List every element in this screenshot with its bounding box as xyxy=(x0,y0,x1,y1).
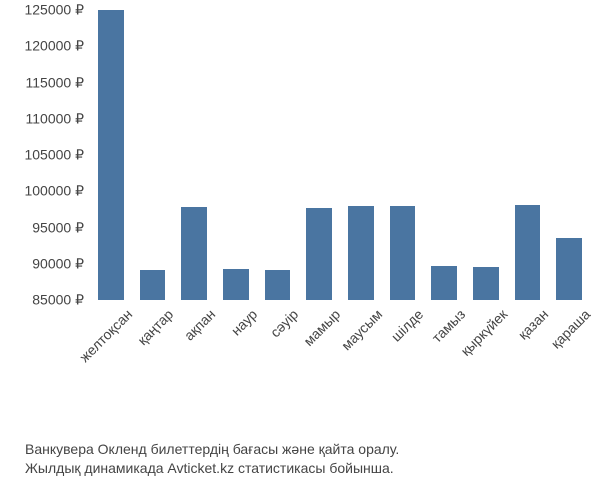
x-axis-tick-label: қараша xyxy=(548,306,594,352)
price-chart: 85000 ₽ 90000 ₽ 95000 ₽ 100000 ₽ 105000 ₽ 110… xyxy=(0,0,600,500)
y-axis-tick-label: 85000 ₽ xyxy=(32,292,90,309)
bar xyxy=(98,10,124,300)
caption-line-2: Жылдық динамикада Avticket.kz статистика… xyxy=(25,459,600,478)
y-axis-tick-label: 100000 ₽ xyxy=(24,183,90,200)
caption-line-1: Ванкувера Окленд билеттердің бағасы және… xyxy=(25,440,600,459)
y-axis-tick-label: 120000 ₽ xyxy=(24,38,90,55)
y-axis-tick-label: 105000 ₽ xyxy=(24,147,90,164)
y-axis-tick-label: 115000 ₽ xyxy=(26,74,90,91)
bars-layer xyxy=(90,10,590,300)
bar xyxy=(140,270,166,300)
x-axis-tick-label: наур xyxy=(228,306,261,339)
x-axis-tick-label: желтоқсан xyxy=(76,306,135,365)
y-axis-tick-label: 90000 ₽ xyxy=(32,255,90,272)
bar xyxy=(556,238,582,300)
x-axis-tick-label: шілде xyxy=(388,306,427,345)
bar xyxy=(306,208,332,300)
y-axis-tick-label: 110000 ₽ xyxy=(26,110,90,127)
bar xyxy=(181,207,207,300)
bar xyxy=(473,267,499,300)
y-axis-tick-label: 125000 ₽ xyxy=(24,2,90,19)
chart-caption: Ванкувера Окленд билеттердің бағасы және… xyxy=(25,440,600,478)
x-axis-tick-label: қазан xyxy=(515,306,552,343)
bar xyxy=(265,270,291,300)
bar xyxy=(390,206,416,300)
y-axis-tick-label: 95000 ₽ xyxy=(32,219,90,236)
x-axis-tick-label: ақпан xyxy=(181,306,218,343)
bar xyxy=(348,206,374,300)
x-axis-tick-label: тамыз xyxy=(429,306,469,346)
x-axis-tick-label: маусым xyxy=(338,306,385,353)
plot-area: 85000 ₽90000 ₽95000 ₽100000 ₽105000 ₽110… xyxy=(90,10,590,300)
x-axis-tick-label: қаңтар xyxy=(135,306,177,348)
x-axis-tick-label: мамыр xyxy=(300,306,343,349)
bar xyxy=(223,269,249,300)
x-axis-tick-label: сәуір xyxy=(267,306,301,340)
bar xyxy=(515,205,541,300)
bar xyxy=(431,266,457,300)
